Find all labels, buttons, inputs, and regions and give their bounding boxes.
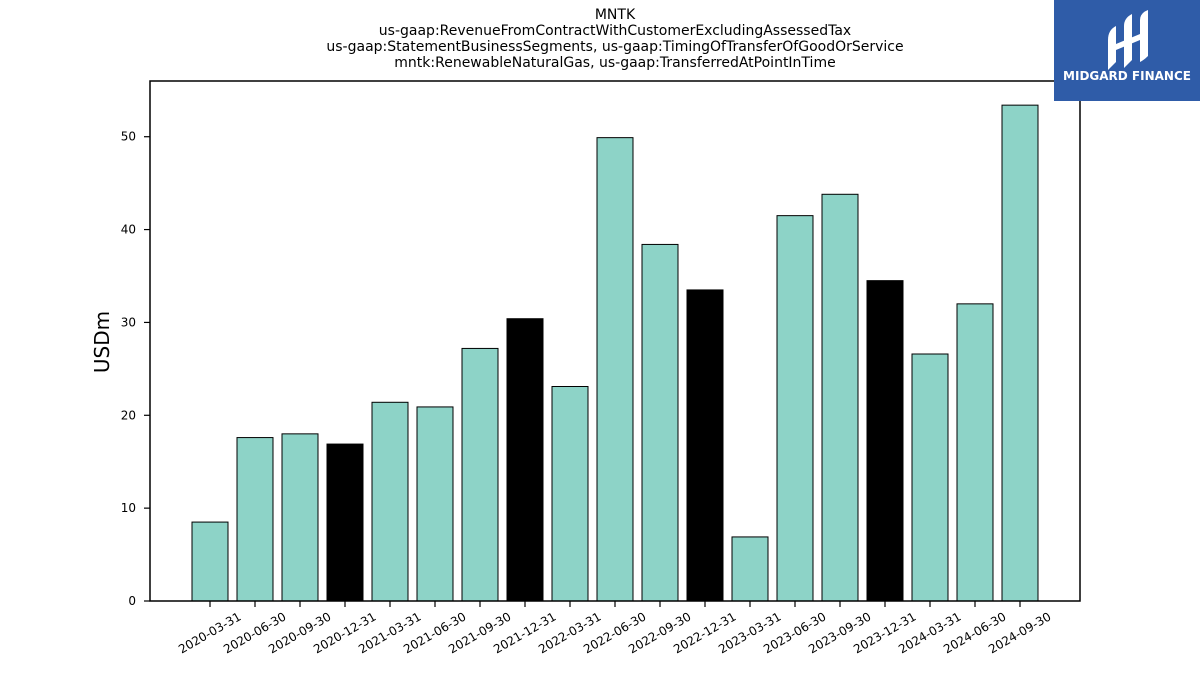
bar [281, 433, 319, 602]
y-tick-label: 20 [121, 408, 136, 422]
bar [686, 289, 724, 602]
bar [821, 193, 859, 602]
chart-title-line: mntk:RenewableNaturalGas, us-gaap:Transf… [394, 55, 836, 71]
y-tick-label: 30 [121, 315, 136, 329]
y-tick-label: 0 [128, 594, 136, 608]
chart-title-line: us-gaap:StatementBusinessSegments, us-ga… [326, 39, 904, 55]
chart-title: MNTK us-gaap:RevenueFromContractWithCust… [0, 7, 1200, 71]
bar [956, 303, 994, 602]
bar [416, 406, 454, 602]
chart-title-line: MNTK [594, 7, 636, 23]
bar [911, 353, 949, 602]
bar [371, 401, 409, 602]
bar [596, 137, 634, 602]
brand-name: MIDGARD FINANCE [1063, 69, 1191, 83]
plot-area [191, 104, 1039, 602]
chart-title-line: us-gaap:RevenueFromContractWithCustomerE… [378, 23, 852, 39]
bar [191, 521, 229, 602]
bar [551, 386, 589, 602]
bar [236, 437, 274, 602]
bar [506, 318, 544, 602]
bar [776, 215, 814, 602]
y-axis-label: USDm [90, 311, 114, 373]
brand-logo: MIDGARD FINANCE [1054, 0, 1200, 101]
bar [641, 243, 679, 602]
bar [866, 280, 904, 602]
y-tick-label: 40 [121, 223, 136, 237]
y-tick-label: 50 [121, 130, 136, 144]
y-tick-label: 10 [121, 501, 136, 515]
bar [1001, 104, 1039, 602]
bar [731, 536, 769, 602]
midgard-logo-icon [1108, 10, 1148, 70]
bar [326, 443, 364, 602]
bar [461, 347, 499, 602]
